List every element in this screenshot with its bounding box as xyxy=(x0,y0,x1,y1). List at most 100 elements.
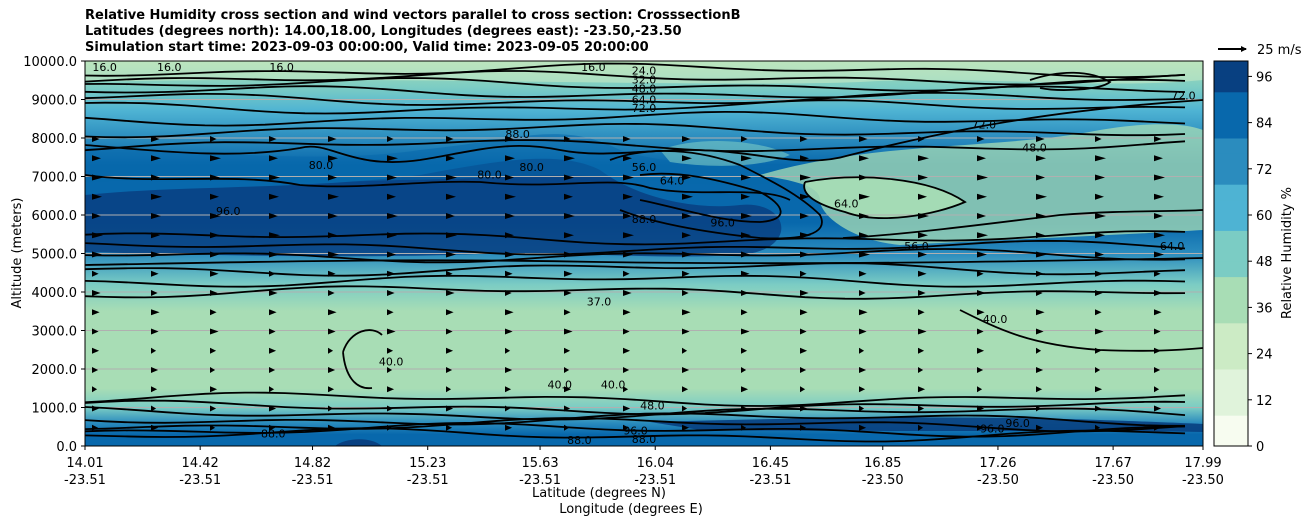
title-line-2: Latitudes (degrees north): 14.00,18.00, … xyxy=(85,24,682,39)
wind-vector xyxy=(1154,347,1162,354)
y-tick-label: 7000.0 xyxy=(32,171,78,186)
wind-vector xyxy=(269,347,277,354)
wind-vector xyxy=(1154,386,1160,393)
contour-line xyxy=(85,70,1186,86)
wind-vector xyxy=(210,290,218,296)
wind-vector xyxy=(387,328,396,335)
wind-vector xyxy=(564,136,571,142)
wind-vector xyxy=(1095,367,1101,373)
wind-vector xyxy=(564,174,574,181)
wind-vector xyxy=(800,309,808,316)
wind-vector xyxy=(1036,155,1046,162)
wind-vector xyxy=(1036,367,1044,373)
wind-vector xyxy=(564,270,573,277)
wind-vector xyxy=(918,405,925,412)
wind-vector xyxy=(977,232,988,239)
wind-vector xyxy=(328,174,337,181)
wind-vector xyxy=(623,328,630,335)
wind-vector xyxy=(1036,386,1043,393)
colorbar-segment xyxy=(1214,138,1248,154)
wind-vector xyxy=(682,136,691,142)
wind-vector xyxy=(918,251,927,258)
contour-line xyxy=(85,99,1186,115)
wind-vector xyxy=(741,174,751,181)
x-tick-label-lat: 17.99 xyxy=(1184,456,1221,471)
wind-vector xyxy=(1036,309,1045,316)
wind-vector xyxy=(328,136,337,142)
colorbar-segment xyxy=(1214,76,1248,93)
contour-label: 96.0 xyxy=(216,205,241,218)
wind-vector xyxy=(151,309,160,316)
wind-vector xyxy=(800,290,809,296)
x-tick-label-lat: 16.85 xyxy=(864,456,901,471)
x-tick-label-lon: -23.51 xyxy=(179,473,221,488)
colorbar-tick-label: 60 xyxy=(1256,209,1273,224)
wind-vector xyxy=(741,193,750,200)
colorbar-segment xyxy=(1214,153,1248,170)
colorbar-segment xyxy=(1214,245,1248,262)
contour-label: 37.0 xyxy=(587,296,612,309)
wind-vector xyxy=(859,328,867,335)
wind-vector xyxy=(859,174,868,181)
wind-vector xyxy=(446,174,457,181)
colorbar-segment xyxy=(1214,230,1248,247)
wind-vector xyxy=(151,347,157,354)
wind-vector xyxy=(1036,232,1045,239)
wind-vector xyxy=(92,270,99,277)
x-tick-label-lon: -23.51 xyxy=(634,473,676,488)
contour-line xyxy=(85,239,1186,256)
wind-vector xyxy=(328,290,335,296)
wind-vector xyxy=(800,251,810,258)
title-line-1: Relative Humidity cross section and wind… xyxy=(85,8,741,23)
colorbar-segment xyxy=(1214,399,1248,416)
wind-vector xyxy=(918,213,929,219)
wind-vector xyxy=(1095,347,1102,354)
wind-vector xyxy=(918,386,926,393)
wind-vector xyxy=(387,405,394,412)
contour-label: 56.0 xyxy=(632,161,657,174)
wind-vector xyxy=(918,367,924,373)
contour-label: 96.0 xyxy=(710,217,735,230)
wind-vector xyxy=(564,193,573,200)
wind-vectors xyxy=(92,136,1165,431)
wind-vector xyxy=(682,270,690,277)
wind-vector xyxy=(682,174,691,181)
y-tick-label: 3000.0 xyxy=(32,325,78,340)
wind-vector xyxy=(741,290,749,296)
wind-vector xyxy=(387,290,395,296)
wind-vector xyxy=(1036,136,1045,142)
wind-vector xyxy=(918,174,928,181)
wind-vector xyxy=(446,232,457,239)
wind-vector xyxy=(387,424,393,431)
wind-vector xyxy=(859,309,868,316)
wind-vector xyxy=(800,174,811,181)
wind-vector xyxy=(623,174,634,181)
wind-vector xyxy=(269,309,277,316)
wind-vector xyxy=(387,155,398,162)
colorbar-segment xyxy=(1214,384,1248,401)
wind-vector xyxy=(564,290,572,296)
wind-vector xyxy=(741,347,748,354)
wind-vector xyxy=(151,367,159,373)
title-line-3: Simulation start time: 2023-09-03 00:00:… xyxy=(85,40,649,55)
wind-vector xyxy=(859,136,868,142)
wind-vector xyxy=(741,136,748,142)
y-tick-label: 0.0 xyxy=(56,440,77,455)
x-axis-label-lon: Longitude (degrees E) xyxy=(559,502,703,517)
contour-line xyxy=(85,174,791,201)
wind-vector xyxy=(918,309,925,316)
contour-label: 40.0 xyxy=(379,355,404,368)
contour-label: 96.0 xyxy=(623,425,648,438)
wind-vector xyxy=(328,328,336,335)
wind-vector xyxy=(269,405,277,412)
wind-vector xyxy=(1154,136,1162,142)
wind-vector xyxy=(446,309,454,316)
chart-title: Relative Humidity cross section and wind… xyxy=(85,8,741,56)
wind-vector xyxy=(682,405,688,412)
colorbar-segment xyxy=(1214,353,1248,370)
contour-line xyxy=(85,62,1186,79)
wind-vector xyxy=(387,213,398,219)
plot-area: 16.0 16.0 16.0 16.0 24.032.048.064.072.088.0… xyxy=(85,61,1203,446)
wind-vector xyxy=(1154,270,1161,277)
wind-vector xyxy=(977,367,984,373)
